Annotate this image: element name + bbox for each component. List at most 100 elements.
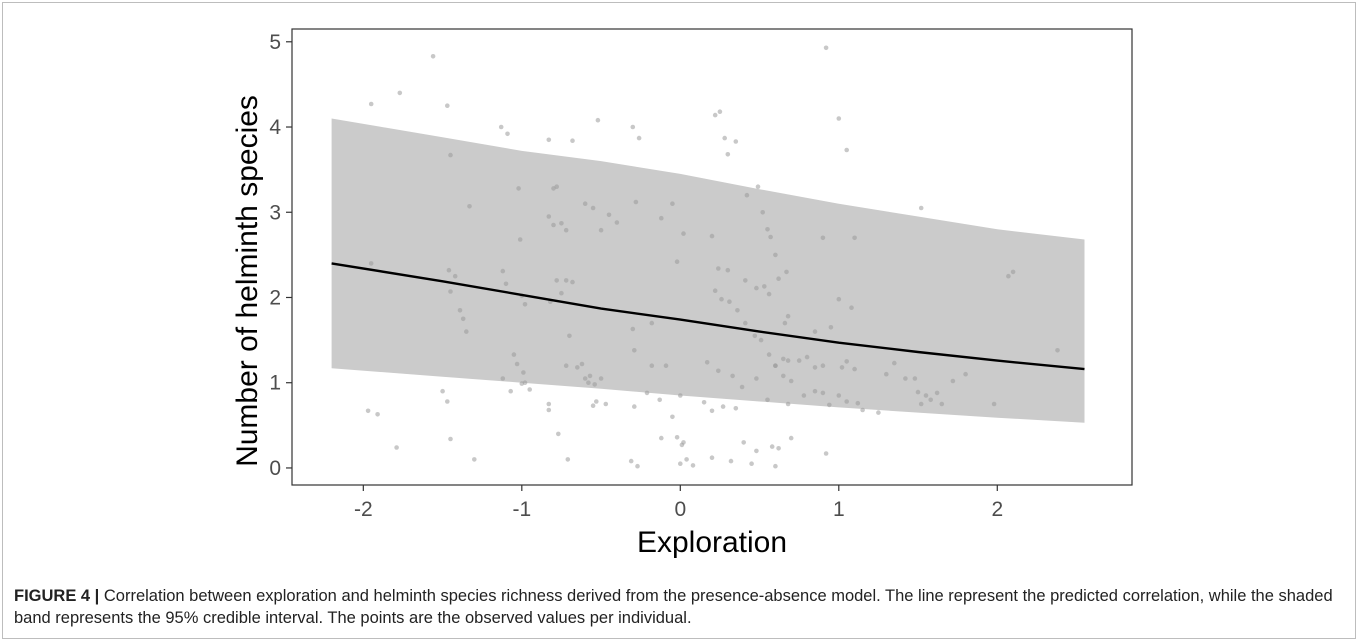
data-point xyxy=(892,360,897,366)
data-point xyxy=(582,376,588,381)
fit-line xyxy=(331,262,1085,371)
data-point xyxy=(820,363,826,369)
data-point xyxy=(844,147,849,153)
figure-label: FIGURE 4 | xyxy=(14,587,100,605)
data-point xyxy=(472,457,477,462)
data-point xyxy=(554,184,559,189)
data-point xyxy=(614,220,620,225)
data-point xyxy=(636,135,642,141)
y-tick-label: 2 xyxy=(269,286,281,309)
data-point xyxy=(963,371,968,377)
data-point xyxy=(849,305,854,311)
data-point xyxy=(773,363,778,369)
data-point xyxy=(690,463,696,468)
data-point xyxy=(554,278,559,283)
data-point xyxy=(498,124,504,130)
data-point xyxy=(674,259,680,265)
data-point xyxy=(712,288,718,294)
data-point xyxy=(709,233,715,239)
data-point xyxy=(735,308,740,313)
data-point xyxy=(1055,348,1060,353)
data-point xyxy=(503,281,509,287)
data-point xyxy=(521,370,526,375)
x-tick-label: 1 xyxy=(833,498,845,521)
data-point xyxy=(448,152,453,158)
data-point xyxy=(397,90,403,96)
data-point xyxy=(812,388,818,394)
data-point xyxy=(788,435,794,441)
y-tick-label: 3 xyxy=(269,201,281,224)
y-tick-label: 0 xyxy=(269,457,281,480)
x-tick-label: 0 xyxy=(674,498,686,521)
data-point xyxy=(657,397,662,403)
data-point xyxy=(445,103,450,108)
data-point xyxy=(828,325,834,330)
data-point xyxy=(586,380,591,386)
data-point xyxy=(755,184,761,189)
data-point xyxy=(928,397,933,403)
data-point xyxy=(820,390,826,396)
data-point xyxy=(546,401,552,407)
data-point xyxy=(796,358,802,363)
data-point xyxy=(649,320,655,326)
y-tick-label: 5 xyxy=(269,31,281,54)
data-point xyxy=(712,112,718,118)
data-point xyxy=(632,404,637,409)
data-point xyxy=(768,234,773,240)
data-point xyxy=(368,261,374,266)
data-point xyxy=(464,329,469,334)
data-point xyxy=(511,352,517,357)
data-point xyxy=(918,401,924,407)
data-point xyxy=(598,227,604,233)
data-point xyxy=(598,376,604,381)
data-point xyxy=(765,397,770,403)
data-point xyxy=(606,212,612,218)
data-point xyxy=(394,445,399,450)
data-point xyxy=(812,329,818,334)
data-point xyxy=(368,101,374,107)
data-point xyxy=(457,308,463,313)
data-point xyxy=(728,458,734,464)
data-point xyxy=(590,403,596,409)
data-point xyxy=(823,45,829,51)
data-point xyxy=(719,296,724,302)
data-point xyxy=(915,389,921,395)
data-point xyxy=(709,408,715,414)
credible-band xyxy=(331,118,1085,423)
data-point xyxy=(773,252,778,258)
data-point xyxy=(630,124,636,130)
figure-caption: FIGURE 4 | Correlation between explorati… xyxy=(14,585,1344,629)
data-point xyxy=(730,373,735,379)
data-point xyxy=(674,435,680,440)
data-point xyxy=(563,278,569,283)
data-point xyxy=(934,390,940,396)
data-point xyxy=(752,333,758,339)
data-point xyxy=(508,388,513,394)
data-point xyxy=(784,269,789,275)
data-point xyxy=(785,313,791,319)
data-point xyxy=(839,365,845,370)
data-point xyxy=(519,381,525,386)
data-point xyxy=(430,54,436,59)
data-point xyxy=(758,337,764,343)
data-point xyxy=(776,446,781,451)
data-point xyxy=(446,267,452,273)
data-point xyxy=(852,235,857,241)
data-point xyxy=(844,359,849,364)
data-point xyxy=(563,227,569,233)
data-point xyxy=(595,117,601,123)
data-point xyxy=(704,360,710,365)
data-point xyxy=(773,463,778,469)
data-point xyxy=(628,458,634,464)
data-point xyxy=(659,435,664,441)
data-point xyxy=(725,267,731,273)
data-point xyxy=(709,455,715,461)
data-point xyxy=(448,436,453,442)
data-point xyxy=(741,440,746,445)
data-point xyxy=(445,399,450,404)
data-point xyxy=(365,408,371,414)
data-point xyxy=(701,400,707,405)
data-point xyxy=(440,388,445,394)
data-point xyxy=(630,326,636,332)
